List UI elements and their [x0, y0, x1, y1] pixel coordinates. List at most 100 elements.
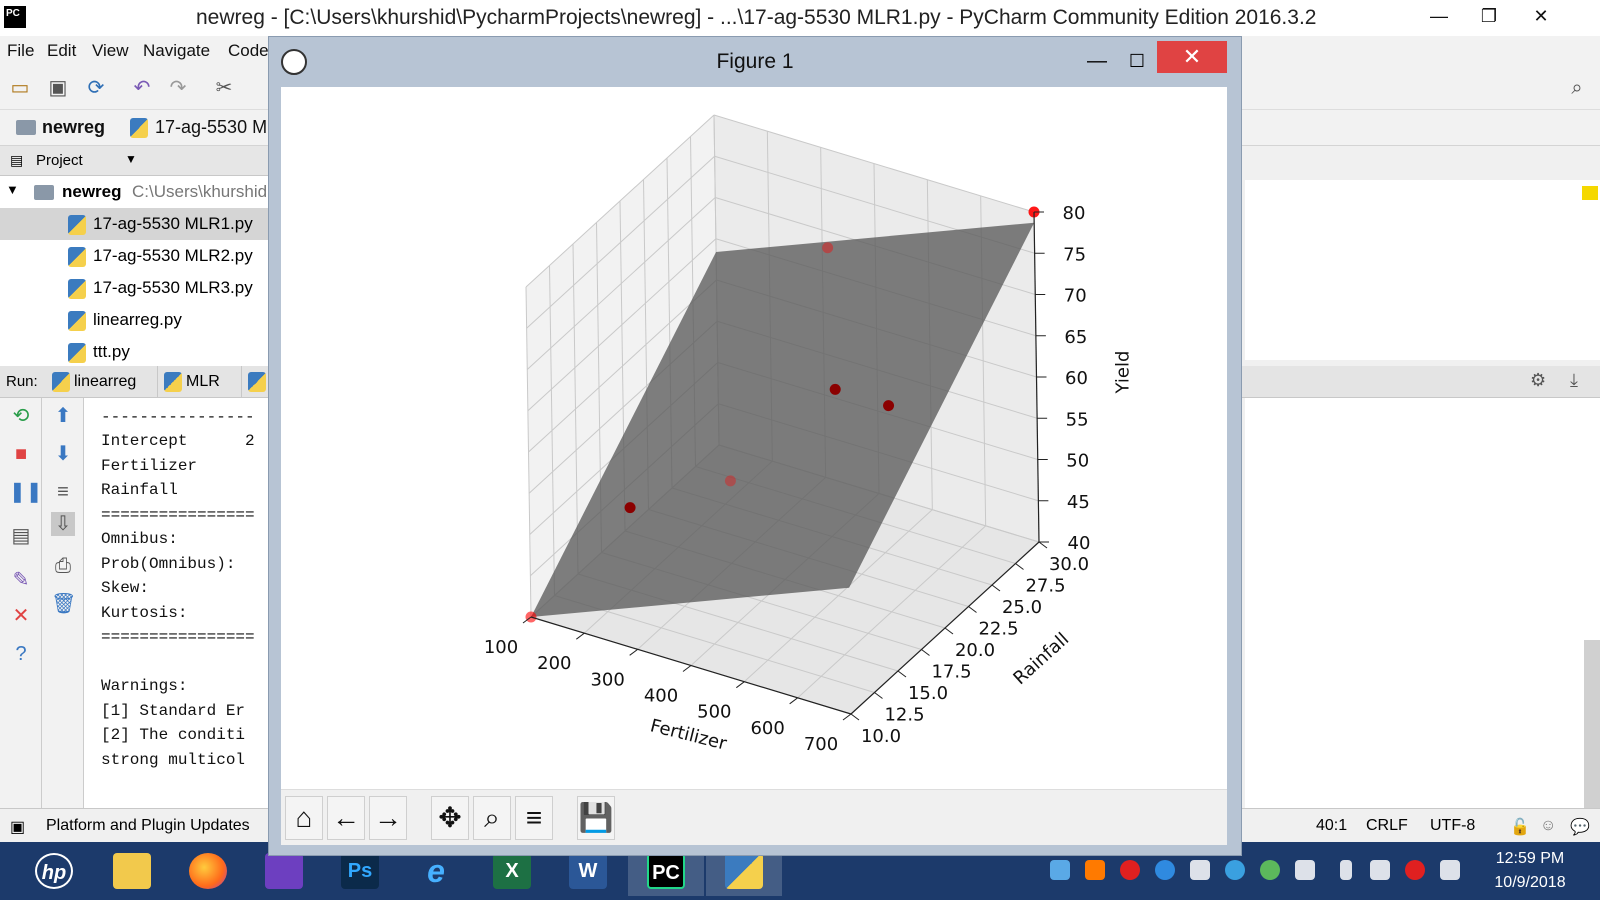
- z-tick-label: 70: [1064, 286, 1087, 307]
- project-label[interactable]: Project: [36, 152, 83, 169]
- pan-icon[interactable]: ✥: [431, 796, 469, 840]
- undo-icon[interactable]: ↶: [133, 77, 151, 99]
- run-tab-mlr[interactable]: MLR: [158, 366, 242, 398]
- run-tab-active[interactable]: [242, 366, 270, 398]
- help-icon[interactable]: ?: [15, 643, 27, 665]
- beats-icon[interactable]: [1405, 860, 1425, 880]
- event-log-icon[interactable]: 💬: [1570, 819, 1590, 836]
- tree-file-item[interactable]: 17-ag-5530 MLR2.py: [0, 240, 270, 272]
- inspector-icon[interactable]: ☺: [1540, 817, 1557, 834]
- taskbar-word[interactable]: W: [550, 846, 626, 896]
- utorrent-icon[interactable]: [1260, 860, 1280, 880]
- menu-navigate[interactable]: Navigate: [143, 41, 211, 60]
- battery-icon[interactable]: [1340, 860, 1352, 880]
- run-console[interactable]: ---------------- Intercept 2 Fertilizer …: [84, 398, 270, 808]
- status-message[interactable]: Platform and Plugin Updates: [46, 817, 250, 834]
- status-panel-icon[interactable]: ▣: [10, 819, 26, 836]
- figure-minimize-button[interactable]: —: [1087, 50, 1107, 72]
- close-run-icon[interactable]: ✕: [12, 605, 30, 627]
- taskbar-file-explorer[interactable]: [94, 846, 170, 896]
- redo-icon[interactable]: ↷: [169, 77, 187, 99]
- editor-area[interactable]: [1245, 180, 1600, 360]
- layout-icon[interactable]: ▤: [11, 525, 31, 547]
- taskbar-excel[interactable]: X: [474, 846, 550, 896]
- hide-panel-icon[interactable]: ⤓: [1570, 370, 1578, 390]
- save-icon[interactable]: 💾: [577, 796, 615, 840]
- line-separator[interactable]: CRLF: [1366, 817, 1408, 834]
- back-icon[interactable]: ←: [327, 796, 365, 840]
- warning-marker[interactable]: [1582, 186, 1598, 200]
- taskbar-internet-explorer[interactable]: e: [398, 846, 474, 896]
- sync-icon[interactable]: ⟳: [87, 77, 105, 99]
- minimize-button[interactable]: —: [1430, 6, 1448, 26]
- caret-position[interactable]: 40:1: [1316, 817, 1348, 834]
- breadcrumb-project[interactable]: newreg: [42, 117, 106, 137]
- onedrive-icon[interactable]: [1050, 860, 1070, 880]
- scroll-to-end-icon[interactable]: ⇩: [51, 512, 75, 536]
- stop-icon[interactable]: ■: [14, 443, 28, 465]
- soft-wrap-icon[interactable]: ≡: [57, 481, 69, 503]
- clock-date[interactable]: 10/9/2018: [1494, 874, 1566, 891]
- figure-titlebar[interactable]: Figure 1 — ☐ ✕: [269, 37, 1241, 85]
- run-tab-linearreg[interactable]: linearreg: [46, 366, 158, 398]
- close-button[interactable]: ✕: [1533, 6, 1549, 26]
- pause-icon[interactable]: ❚❚: [9, 481, 43, 503]
- pin-icon[interactable]: ✎: [12, 569, 30, 591]
- dropdown-arrow-icon[interactable]: ▼: [125, 152, 137, 166]
- lock-icon[interactable]: 🔓: [1510, 819, 1530, 836]
- python-file-icon: [52, 372, 70, 392]
- x-tick-label: 200: [537, 653, 571, 674]
- cut-icon[interactable]: ✂: [215, 77, 233, 99]
- settings-gear-icon[interactable]: ⚙: [1530, 370, 1547, 390]
- forward-icon[interactable]: →: [369, 796, 407, 840]
- notification-badge-icon[interactable]: [1120, 860, 1140, 880]
- taskbar-firefox[interactable]: [170, 846, 246, 896]
- grid-line: [527, 238, 717, 412]
- rerun-icon[interactable]: ⟲: [12, 405, 30, 427]
- down-arrow-icon[interactable]: ⬇: [54, 443, 72, 465]
- tree-file-item[interactable]: 17-ag-5530 MLR1.py: [0, 208, 270, 240]
- avast-icon[interactable]: [1085, 860, 1105, 880]
- open-folder-icon[interactable]: ▭: [10, 77, 30, 99]
- tree-file-item[interactable]: linearreg.py: [0, 304, 270, 336]
- menu-code[interactable]: Code: [228, 41, 269, 60]
- volume-icon[interactable]: [1370, 860, 1390, 880]
- teamviewer-icon[interactable]: [1155, 860, 1175, 880]
- menu-edit[interactable]: Edit: [47, 41, 77, 60]
- tree-root[interactable]: ▼ newreg C:\Users\khurshid: [0, 176, 270, 208]
- up-arrow-icon[interactable]: ⬆: [54, 405, 72, 427]
- maximize-button[interactable]: ❐: [1480, 6, 1498, 26]
- pycharm-titlebar: PC newreg - [C:\Users\khurshid\PycharmPr…: [0, 0, 1600, 36]
- z-tick-label: 50: [1066, 451, 1089, 472]
- clock-time[interactable]: 12:59 PM: [1495, 850, 1565, 867]
- figure-maximize-button[interactable]: ☐: [1128, 51, 1146, 71]
- save-all-icon[interactable]: ▣: [48, 77, 68, 99]
- configure-icon[interactable]: ≡: [515, 796, 553, 840]
- file-encoding[interactable]: UTF-8: [1430, 817, 1476, 834]
- print-icon[interactable]: ⎙: [55, 555, 71, 577]
- breadcrumb-file[interactable]: 17-ag-5530 M: [155, 117, 268, 137]
- tree-file-item[interactable]: 17-ag-5530 MLR3.py: [0, 272, 270, 304]
- taskbar-photoshop[interactable]: Ps: [322, 846, 398, 896]
- dropbox-icon[interactable]: [1190, 860, 1210, 880]
- taskbar-visual-studio[interactable]: [246, 846, 322, 896]
- signal-icon[interactable]: [1440, 860, 1460, 880]
- figure-canvas[interactable]: 100 200 300 400 500 600 700 10.0 12.5 15.0 17.5 20.…: [281, 87, 1227, 845]
- home-icon[interactable]: ⌂: [285, 796, 323, 840]
- search-icon[interactable]: ⌕: [1571, 77, 1583, 99]
- clear-all-icon[interactable]: 🗑: [51, 593, 77, 615]
- figure-close-button[interactable]: ✕: [1157, 41, 1227, 73]
- menu-view[interactable]: View: [92, 41, 129, 60]
- menu-file[interactable]: File: [7, 41, 35, 60]
- 3d-plot[interactable]: 100 200 300 400 500 600 700 10.012.515.017.520.…: [281, 87, 1227, 845]
- zoom-icon[interactable]: ⌕: [473, 796, 511, 840]
- tree-file-item[interactable]: ttt.py: [0, 336, 270, 366]
- grammarly-icon[interactable]: [1225, 860, 1245, 880]
- console-right-area[interactable]: [1245, 398, 1600, 808]
- console-line: Intercept 2: [101, 432, 255, 450]
- console-scrollbar[interactable]: [1584, 640, 1600, 808]
- flag-icon[interactable]: [1295, 860, 1315, 880]
- expand-arrow-icon[interactable]: ▼: [6, 182, 19, 197]
- taskbar-hp[interactable]: hp: [16, 846, 92, 896]
- regression-plane: [531, 222, 1035, 617]
